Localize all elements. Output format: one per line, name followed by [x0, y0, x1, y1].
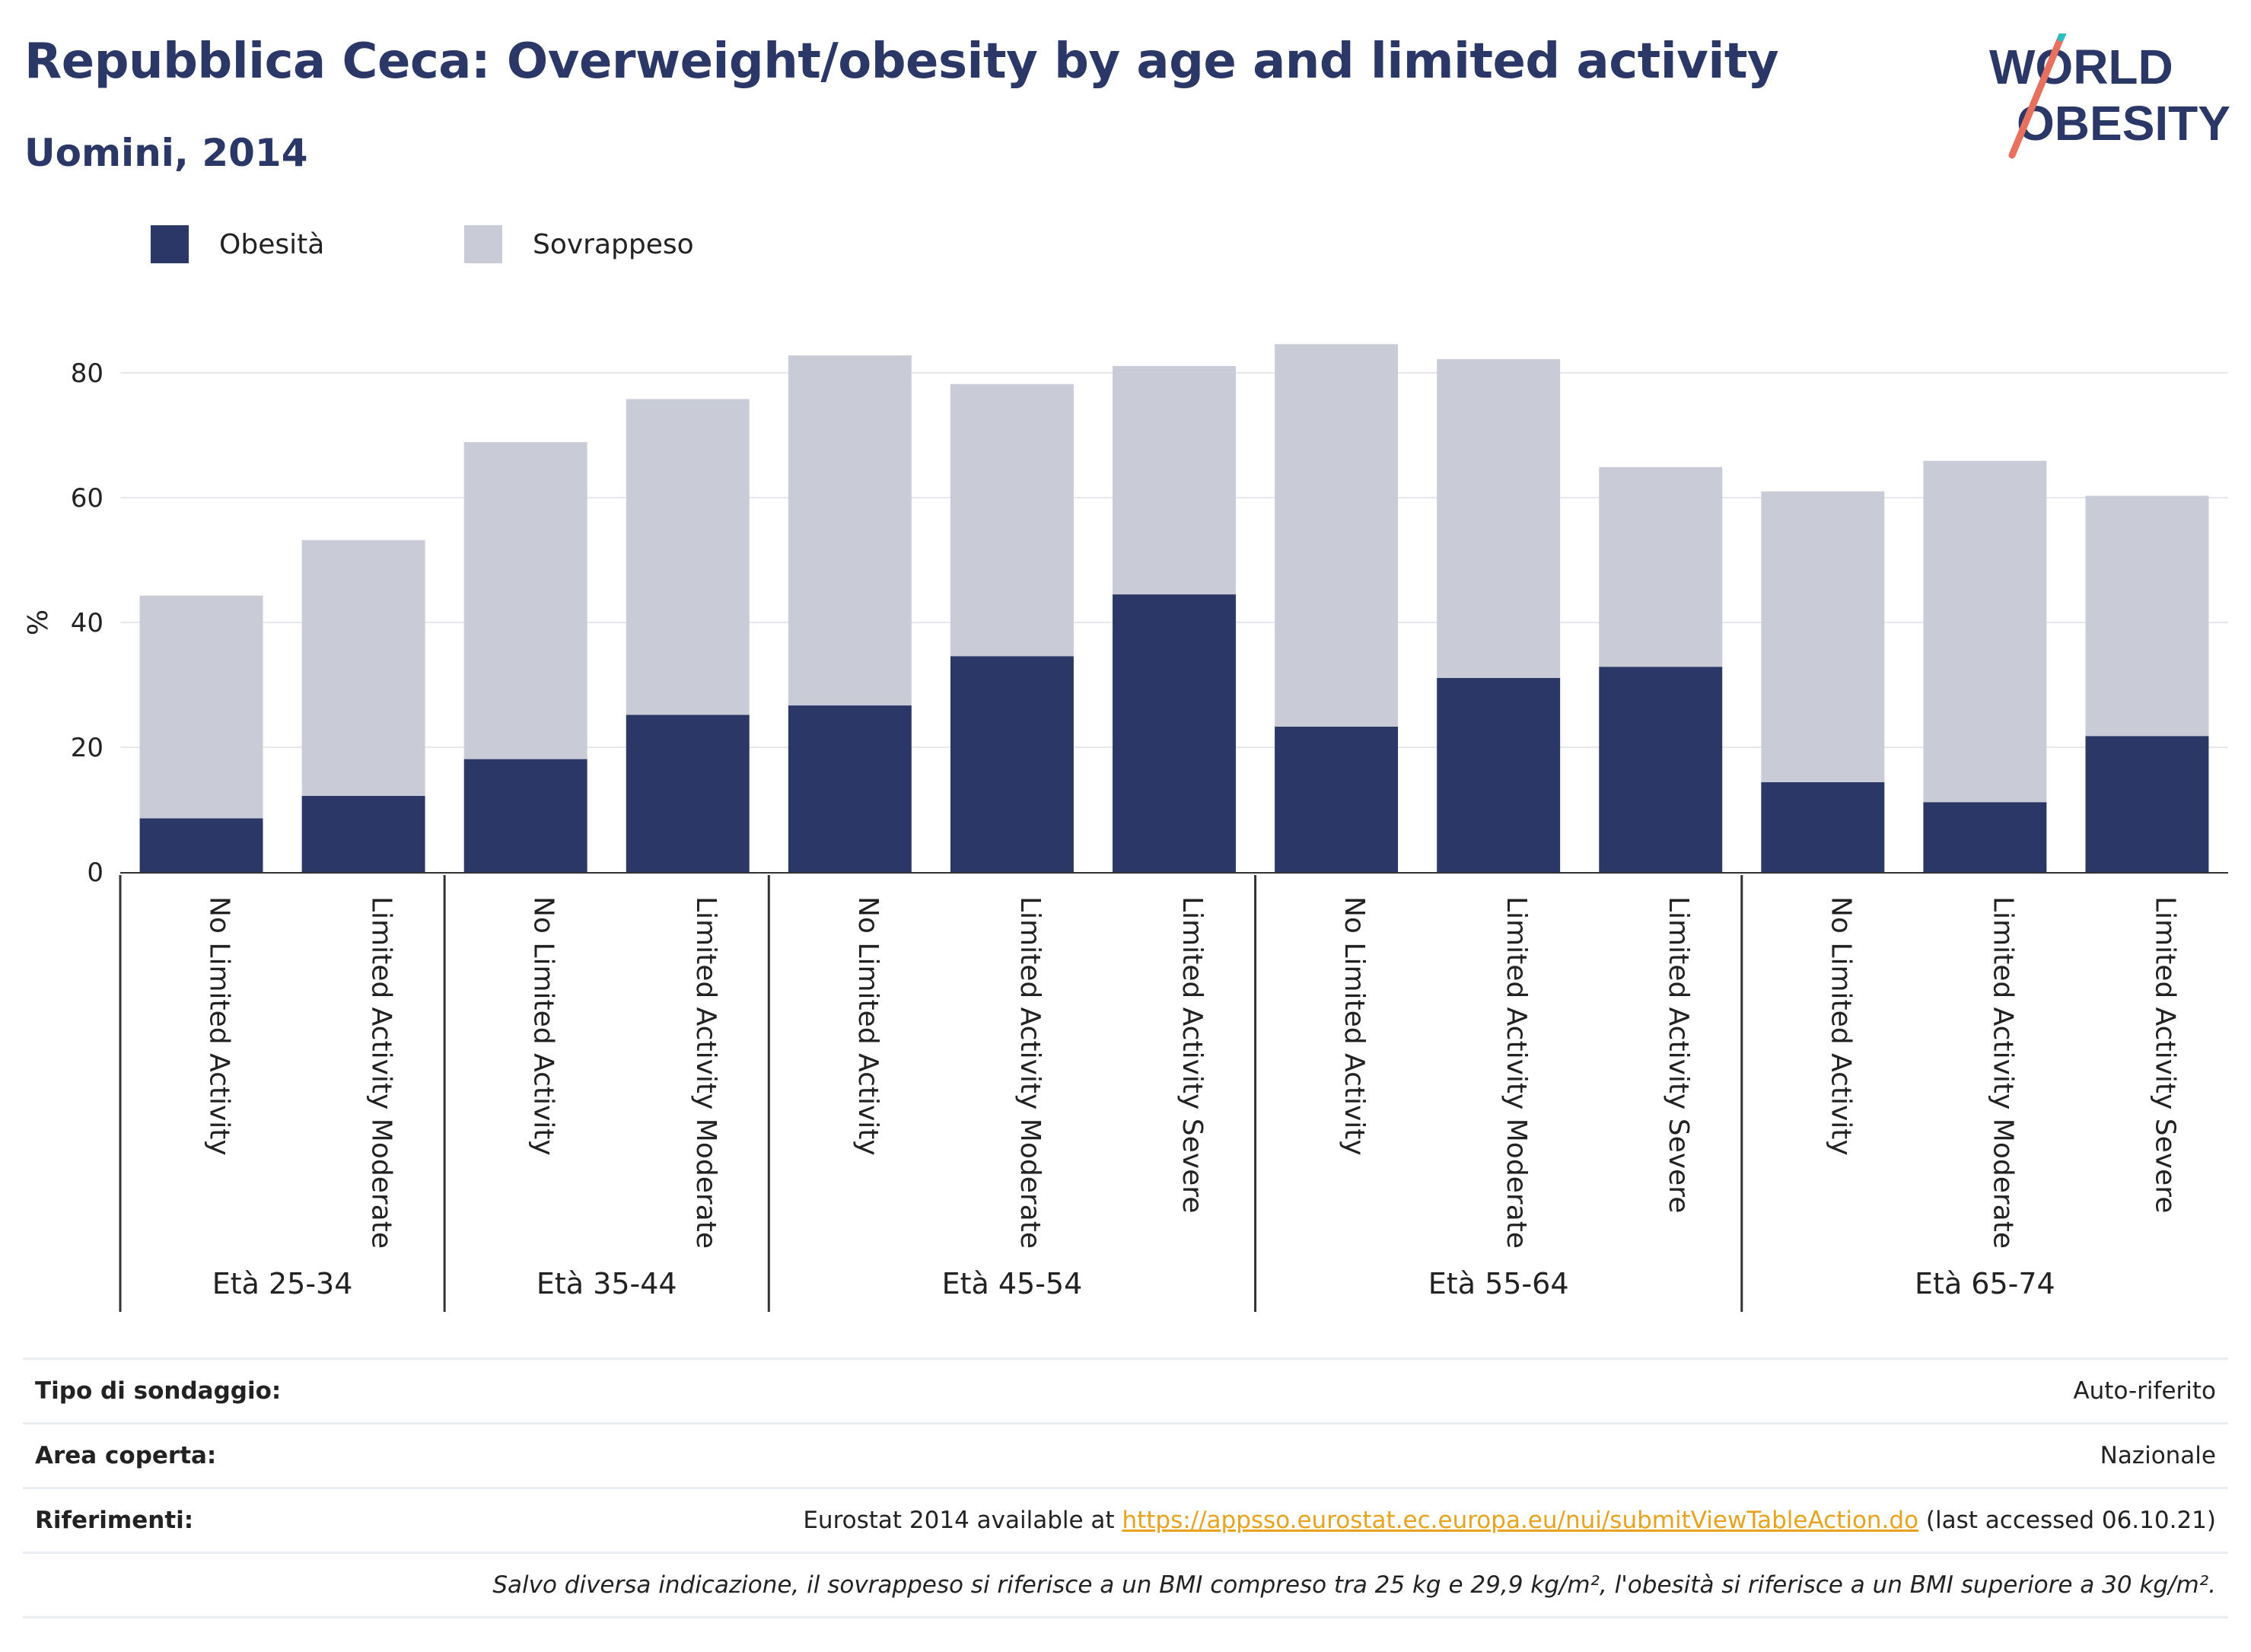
bar-obesity — [1599, 667, 1723, 872]
legend-item-obesity: Obesità — [151, 225, 324, 263]
x-tick-label: Limited Activity Severe — [1663, 896, 1694, 1213]
x-tick-label: No Limited Activity — [528, 896, 559, 1156]
legend-swatch-obesity — [151, 225, 189, 263]
group-label: Età 25-34 — [212, 1267, 353, 1300]
bar-obesity — [1923, 802, 2047, 872]
x-tick-label: Limited Activity Moderate — [366, 896, 397, 1249]
bar-obesity — [2085, 736, 2209, 872]
footer-row-references: Riferimenti: Eurostat 2014 available at … — [23, 1487, 2228, 1552]
logo-line1: WORLD — [1989, 40, 2173, 94]
references-label: Riferimenti: — [35, 1507, 194, 1534]
x-tick-label: Limited Activity Severe — [2149, 896, 2180, 1213]
bar-overweight — [788, 355, 912, 706]
footer-row-note: Salvo diversa indicazione, il sovrappeso… — [23, 1552, 2228, 1619]
logo-line2: OBESITY — [2017, 96, 2230, 151]
references-value: Eurostat 2014 available at https://appss… — [803, 1507, 2228, 1534]
bar-obesity — [950, 656, 1074, 872]
footer-table: Tipo di sondaggio: Auto-riferito Area co… — [23, 1358, 2228, 1619]
bar-obesity — [463, 759, 587, 872]
references-prefix: Eurostat 2014 available at — [803, 1507, 1122, 1534]
y-tick-label: 0 — [87, 858, 103, 888]
references-link[interactable]: https://appsso.eurostat.ec.europa.eu/nui… — [1122, 1507, 1919, 1534]
bar-overweight — [1761, 491, 1885, 782]
footer-row-area: Area coperta: Nazionale — [23, 1422, 2228, 1487]
logo-slash-teal — [2057, 33, 2067, 42]
legend-label-overweight: Sovrappeso — [533, 228, 694, 260]
bar-obesity — [626, 715, 750, 872]
bmi-note: Salvo diversa indicazione, il sovrappeso… — [492, 1571, 2216, 1599]
legend-swatch-overweight — [464, 225, 502, 263]
bar-obesity — [1761, 781, 1885, 872]
bar-overweight — [950, 384, 1074, 657]
x-tick-label: Limited Activity Severe — [1176, 896, 1208, 1213]
bar-overweight — [1599, 466, 1723, 667]
bar-obesity — [1113, 594, 1236, 872]
x-tick-label: Limited Activity Moderate — [690, 896, 721, 1249]
chart-title: Repubblica Ceca: Overweight/obesity by a… — [24, 33, 1779, 90]
y-tick-label: 80 — [71, 358, 103, 389]
legend-label-obesity: Obesità — [219, 228, 325, 260]
x-tick-label: Limited Activity Moderate — [1501, 896, 1532, 1249]
bar-overweight — [1437, 358, 1561, 678]
y-tick-label: 40 — [71, 608, 103, 638]
bar-obesity — [1275, 726, 1399, 872]
bar-chart: 0 20 40 60 80% No Limited Activity Limited Act… — [23, 344, 2228, 1312]
x-tick-label: No Limited Activity — [1825, 896, 1856, 1156]
bar-obesity — [788, 705, 912, 872]
bar-overweight — [463, 442, 587, 759]
bar-overweight — [139, 595, 263, 819]
x-tick-label: No Limited Activity — [204, 896, 235, 1156]
x-tick-label: No Limited Activity — [852, 896, 884, 1156]
legend-item-overweight: Sovrappeso — [464, 225, 694, 263]
world-obesity-logo: WORLD OBESITY — [1989, 33, 2230, 159]
area-value: Nazionale — [2100, 1442, 2216, 1469]
group-label: Età 65-74 — [1915, 1267, 2055, 1300]
area-label: Area coperta: — [35, 1442, 217, 1469]
bar-overweight — [2085, 495, 2209, 737]
bar-overweight — [1113, 365, 1236, 595]
chart-subtitle: Uomini, 2014 — [24, 131, 308, 175]
bar-overweight — [1275, 344, 1399, 727]
group-label: Età 35-44 — [536, 1267, 677, 1300]
group-label: Età 55-64 — [1428, 1267, 1569, 1300]
survey-label: Tipo di sondaggio: — [35, 1377, 282, 1405]
footer-row-survey: Tipo di sondaggio: Auto-riferito — [23, 1358, 2228, 1422]
x-tick-label: Limited Activity Moderate — [1987, 896, 2018, 1249]
bar-overweight — [301, 540, 425, 796]
x-tick-label: No Limited Activity — [1339, 896, 1370, 1156]
x-tick-label: Limited Activity Moderate — [1014, 896, 1046, 1249]
group-label: Età 45-54 — [942, 1267, 1083, 1300]
bar-obesity — [1437, 677, 1561, 872]
bar-overweight — [1923, 460, 2047, 803]
references-suffix: (last accessed 06.10.21) — [1918, 1507, 2216, 1534]
y-axis-label: % — [23, 610, 54, 635]
y-tick-label: 20 — [71, 733, 103, 763]
bar-obesity — [301, 795, 425, 872]
bar-obesity — [139, 818, 263, 872]
logo-slash-red — [2008, 34, 2065, 159]
y-tick-label: 60 — [71, 483, 103, 514]
survey-value: Auto-riferito — [2073, 1377, 2216, 1405]
bar-overweight — [626, 399, 750, 715]
